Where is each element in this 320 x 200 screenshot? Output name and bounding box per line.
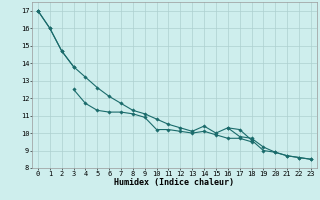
X-axis label: Humidex (Indice chaleur): Humidex (Indice chaleur) xyxy=(115,178,234,187)
